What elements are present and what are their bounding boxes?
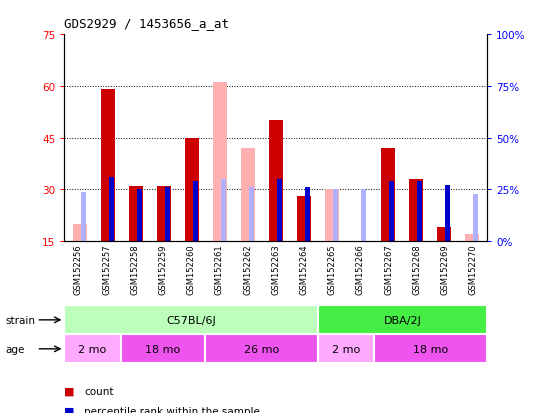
Text: 2 mo: 2 mo [332,344,361,354]
Text: GSM152268: GSM152268 [412,244,421,294]
FancyBboxPatch shape [121,335,206,363]
FancyBboxPatch shape [318,306,487,335]
Bar [305,188,310,242]
Bar [81,192,86,242]
Bar [473,194,478,242]
FancyBboxPatch shape [318,335,375,363]
Bar [193,182,198,242]
Bar [241,149,255,242]
Text: GSM152266: GSM152266 [356,244,365,294]
Text: GSM152260: GSM152260 [186,244,196,294]
Bar [213,83,227,242]
Bar [361,190,366,242]
Text: GDS2929 / 1453656_a_at: GDS2929 / 1453656_a_at [64,17,230,30]
Text: strain: strain [6,315,36,325]
Text: ■: ■ [64,406,75,413]
Text: C57BL/6J: C57BL/6J [166,315,216,325]
Text: GSM152265: GSM152265 [328,244,337,294]
Text: 18 mo: 18 mo [413,344,449,354]
Text: GSM152270: GSM152270 [469,244,478,294]
Text: GSM152261: GSM152261 [215,244,224,294]
Text: percentile rank within the sample: percentile rank within the sample [84,406,260,413]
Bar [129,187,143,242]
Bar [297,197,311,242]
Bar [409,180,423,242]
Bar [333,190,338,242]
Text: DBA/2J: DBA/2J [384,315,422,325]
Text: GSM152264: GSM152264 [300,244,309,294]
Text: 26 mo: 26 mo [244,344,279,354]
Bar [269,121,283,242]
Bar [325,190,339,242]
Bar [157,187,171,242]
Bar [249,188,254,242]
Bar [465,235,479,242]
Text: GSM152263: GSM152263 [271,244,281,294]
Text: GSM152256: GSM152256 [74,244,83,294]
Text: GSM152257: GSM152257 [102,244,111,294]
Bar [417,182,422,242]
Bar [381,149,395,242]
Text: ■: ■ [64,386,75,396]
Text: 18 mo: 18 mo [146,344,181,354]
Bar [389,182,394,242]
Bar [73,224,87,242]
Text: 2 mo: 2 mo [78,344,107,354]
Bar [185,138,199,242]
FancyBboxPatch shape [64,306,318,335]
Bar [221,180,226,242]
Text: GSM152258: GSM152258 [130,244,139,294]
Text: GSM152269: GSM152269 [440,244,450,294]
Text: count: count [84,386,114,396]
Bar [445,186,450,242]
Bar [101,90,115,242]
Text: GSM152267: GSM152267 [384,244,393,294]
FancyBboxPatch shape [206,335,318,363]
Bar [165,188,170,242]
FancyBboxPatch shape [375,335,487,363]
Text: age: age [6,344,25,354]
Text: GSM152259: GSM152259 [158,244,167,294]
Text: GSM152262: GSM152262 [243,244,252,294]
Bar [437,228,451,242]
Bar [109,178,114,242]
Bar [137,190,142,242]
FancyBboxPatch shape [64,335,121,363]
Bar [277,180,282,242]
